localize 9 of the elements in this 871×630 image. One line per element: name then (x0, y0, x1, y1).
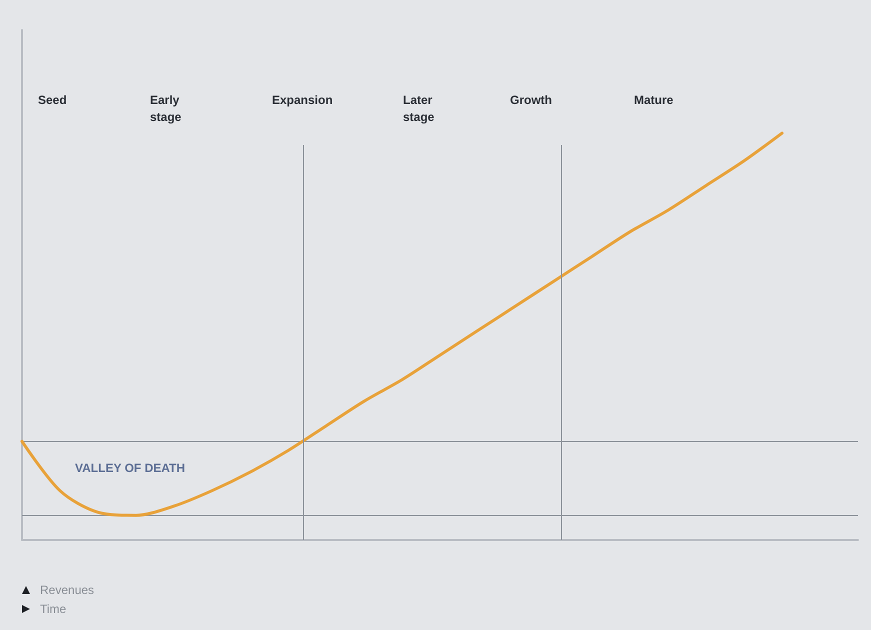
annotation: VALLEY OF DEATH (75, 460, 186, 477)
text: Later stage (403, 92, 434, 126)
text: Growth (510, 92, 552, 109)
text: Mature (634, 92, 674, 109)
text: Expansion (272, 92, 333, 109)
text: Revenues (40, 583, 94, 597)
text: Early stage (150, 92, 182, 126)
text: Time (40, 602, 66, 616)
text: Seed (38, 92, 67, 109)
